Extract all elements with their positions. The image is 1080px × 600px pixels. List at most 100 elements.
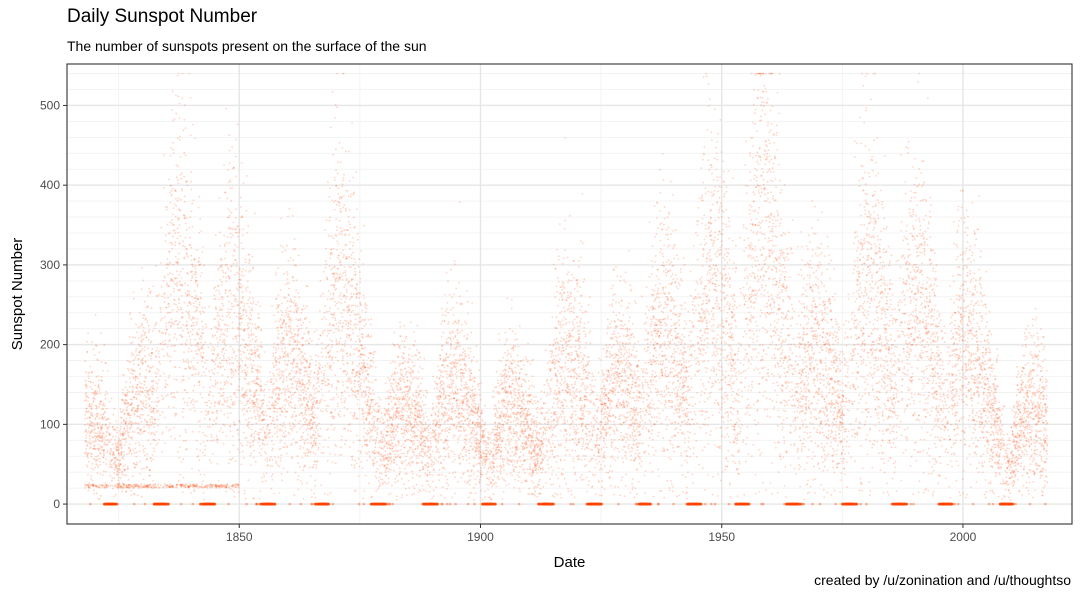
data-point [119,484,122,487]
data-point [221,269,224,272]
data-point [330,235,333,238]
data-point [128,360,131,363]
data-point [204,448,207,451]
data-point [204,307,207,309]
data-point [272,355,275,357]
data-point [247,424,249,426]
data-point [324,364,327,367]
data-point [103,502,106,506]
data-point [303,370,306,373]
data-point [154,422,157,425]
data-point [140,486,143,489]
data-point [222,387,225,390]
data-point [351,415,354,417]
data-point [163,275,166,277]
data-point [342,349,345,351]
data-point [273,456,276,459]
data-point [177,479,180,482]
data-point [190,246,193,249]
data-point [337,257,340,259]
data-point [94,485,97,488]
data-point [213,405,216,407]
data-point [128,390,131,393]
data-point [276,387,279,390]
data-point [355,289,357,292]
data-point [175,190,177,192]
data-point [299,372,302,375]
data-point [194,372,197,375]
data-point [241,388,244,391]
data-point [289,305,292,308]
data-point [102,413,105,416]
data-point [334,374,337,376]
data-point [330,364,333,367]
data-point [233,495,236,498]
data-point [93,447,96,450]
data-point [208,370,211,372]
data-point [182,360,185,363]
data-point [221,280,223,283]
data-point [124,422,127,425]
data-point [225,349,227,352]
data-point [123,483,125,486]
data-point [259,380,262,382]
data-point [326,362,329,365]
data-point [209,406,212,408]
data-point [344,397,347,400]
data-point [109,502,112,506]
data-point [273,492,276,495]
data-point [141,408,144,411]
data-point [337,308,339,310]
data-point [315,437,318,440]
data-point [282,424,285,427]
data-point [112,435,114,438]
data-point [127,402,130,405]
data-point [96,447,99,450]
data-point [349,314,352,317]
data-point [159,375,162,377]
data-point [90,475,92,477]
data-point [171,392,173,394]
data-point [213,385,216,388]
data-point [106,393,109,395]
data-point [347,325,349,327]
data-point [280,409,283,412]
data-point [133,451,136,454]
data-point [280,370,283,372]
data-point [359,450,362,453]
data-point [92,348,95,350]
data-point [140,401,143,403]
data-point [301,414,304,417]
data-point [287,259,290,262]
data-point [130,372,132,375]
data-point [86,444,88,447]
data-point [210,461,213,464]
data-point [361,372,364,375]
data-point [140,400,142,403]
data-point [259,490,262,492]
data-point [341,185,344,188]
data-point [338,202,341,205]
data-point [157,369,160,372]
data-point [223,323,226,326]
data-point [175,338,178,341]
data-point [136,485,139,488]
data-point [103,502,107,506]
data-point [188,226,191,229]
data-point [106,450,109,452]
data-point [185,339,188,342]
data-point [229,487,232,490]
data-point [268,459,271,462]
data-point [131,430,134,433]
data-point [191,430,194,433]
data-point [178,366,181,369]
data-point [348,445,351,448]
data-point [289,352,292,355]
data-point [109,502,112,506]
data-point [191,274,194,277]
data-point [357,450,360,452]
data-point [129,450,132,453]
data-point [246,441,249,444]
data-point [255,348,258,351]
data-point [225,435,228,437]
